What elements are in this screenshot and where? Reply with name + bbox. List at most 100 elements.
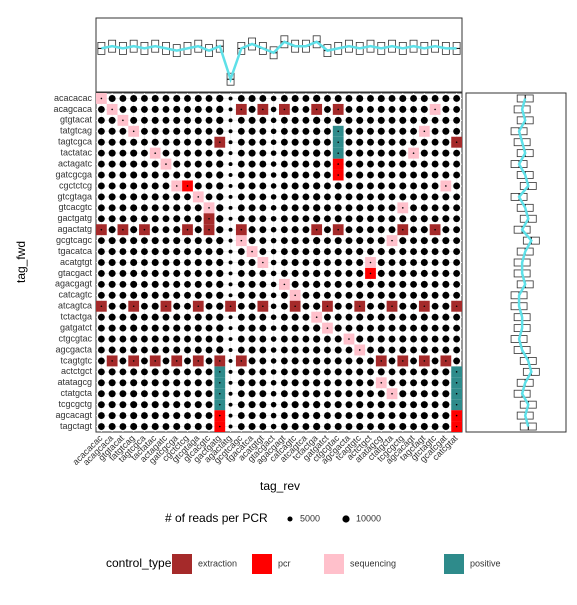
dot [420,149,428,157]
dot [97,412,105,420]
dot [442,204,450,212]
dot [151,138,159,146]
control-dot [358,349,361,351]
dot [141,324,148,332]
dot [173,269,181,277]
dot [248,324,256,332]
dot [442,313,450,321]
dot [216,335,224,343]
control-dot [218,414,221,417]
dot [345,324,353,332]
dot [431,357,439,365]
dot [334,193,342,201]
dot [302,291,310,299]
control-dot [315,228,318,231]
dot [141,215,148,223]
dot [399,335,407,343]
dot [388,368,396,376]
dot [228,129,233,134]
dot [345,291,353,299]
dot [334,258,342,267]
dot [291,313,299,321]
dot [442,160,450,168]
control-dot [240,360,243,362]
dot [431,368,439,376]
dot [119,280,127,288]
dot [151,346,159,354]
dot [270,325,277,331]
dot [291,390,299,398]
dot [334,335,342,343]
dot [442,127,450,135]
dot [377,237,385,245]
y-tick-label: actctgct [61,366,93,376]
dot [248,423,256,431]
dot [194,335,202,343]
control-dot [326,305,329,308]
dot [216,116,224,124]
dot [97,313,105,321]
dot [280,215,288,223]
control-dot [197,360,200,362]
dot [442,390,450,398]
dot [173,291,181,299]
dot [130,94,138,102]
dot [237,302,245,310]
dot [237,324,245,332]
dot [367,105,374,113]
dot [270,194,277,200]
dot [367,423,374,430]
dot [377,193,385,201]
dot [237,390,245,398]
dot [431,248,439,255]
control-dot [455,141,458,144]
dot [399,269,407,277]
dot [97,193,105,201]
dot [442,258,450,267]
dot [356,138,364,146]
dot [270,390,277,397]
dot [442,105,450,113]
dot [453,357,461,365]
control-dot [337,141,340,144]
dot [420,215,428,223]
dot [420,291,428,299]
dot [280,379,288,387]
dot [313,324,321,332]
dot [453,226,461,234]
dot [119,324,127,332]
dot [151,193,159,201]
dot [420,269,428,277]
dot [205,401,213,409]
dot [302,237,310,245]
dot [442,149,450,157]
dot [259,116,267,124]
dot [97,171,105,179]
dot [420,313,428,321]
dot [194,204,202,212]
dot [291,258,299,267]
y-tick-label: acacacac [54,93,93,103]
dot [302,324,310,332]
dot [184,280,191,288]
control-dot [315,108,318,111]
dot [173,204,181,212]
dot [356,226,364,234]
dot [216,160,224,168]
dot [291,269,299,277]
dot [119,335,127,343]
dot [173,346,181,354]
dot [216,105,224,114]
dot [184,116,191,124]
control-dot [100,305,103,308]
dot [205,270,213,277]
dot [173,94,181,102]
dot [162,226,170,234]
dot [194,105,202,113]
dot [377,412,385,420]
dot [162,401,170,409]
dot [97,324,105,332]
dot [216,215,224,223]
dot [280,291,288,299]
control-dot [369,261,372,264]
